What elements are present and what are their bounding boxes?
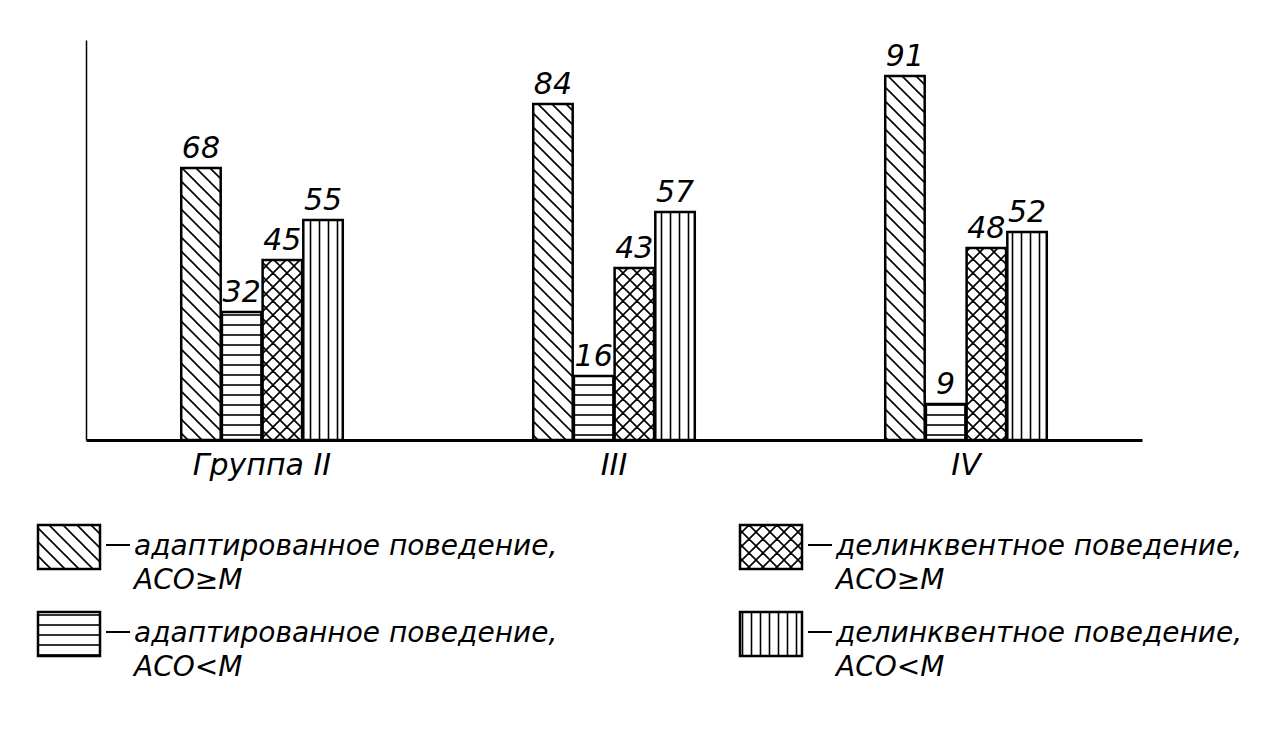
y-axis-line [86,41,88,441]
data-labels: 68 84 91 32 16 9 45 43 48 55 57 52 [182,38,1046,401]
x-axis: Группа II III IV [87,441,1143,483]
legend-item: адаптированное поведение,АСО≥М [38,525,557,596]
legend-item: делинквентное поведение,АСО≥М [740,525,1242,596]
bar [885,76,924,440]
data-label: 48 [967,210,1005,245]
legend-item: делинквентное поведение,АСО<М [740,612,1242,683]
bar [926,404,965,440]
x-tick-label: IV [951,447,983,482]
x-tick: IV [951,447,983,482]
data-label: 45 [263,222,301,257]
legend-dash [808,631,832,633]
bar [533,104,572,440]
legend-swatch [38,525,100,569]
chart-svg: Группа II III IV 68 84 91 32 16 9 45 43 48 55 57 52 ада… [0,0,1269,738]
chart-container: Группа II III IV 68 84 91 32 16 9 45 43 48 55 57 52 ада… [0,0,1269,738]
legend-dash [106,544,130,546]
x-tick: Группа II [193,447,332,482]
bar [615,268,654,440]
legend: адаптированное поведение,АСО≥М адаптирова… [38,525,1242,683]
bar [263,260,302,440]
bar [967,248,1006,440]
legend-label: делинквентное поведение,АСО≥М [834,529,1242,596]
data-label: 55 [304,182,342,217]
data-label: 43 [615,230,653,265]
legend-dash [106,631,130,633]
x-tick-label: III [601,447,628,482]
legend-label: делинквентное поведение,АСО<М [834,616,1242,683]
legend-swatch [38,612,100,656]
bar [222,312,261,440]
y-axis [86,41,87,441]
data-label: 16 [575,338,613,373]
data-label: 84 [534,66,572,101]
data-label: 57 [656,174,694,209]
x-axis-line [87,439,1143,442]
legend-swatch [740,612,802,656]
legend-label: адаптированное поведение,АСО<М [132,616,557,683]
legend-swatch [740,525,802,569]
data-label: 68 [182,130,220,165]
data-label: 9 [936,366,955,401]
bar [181,168,220,440]
data-label: 32 [223,274,261,309]
bar [303,220,342,440]
bars [181,76,1047,440]
legend-dash [808,544,832,546]
bar [655,212,694,440]
bar [574,376,613,440]
data-label: 52 [1008,194,1046,229]
legend-item: адаптированное поведение,АСО<М [38,612,557,683]
bar [1007,232,1046,440]
x-tick-label: Группа II [193,447,332,482]
legend-label: адаптированное поведение,АСО≥М [132,529,557,596]
x-tick: III [601,447,628,482]
data-label: 91 [886,38,924,73]
